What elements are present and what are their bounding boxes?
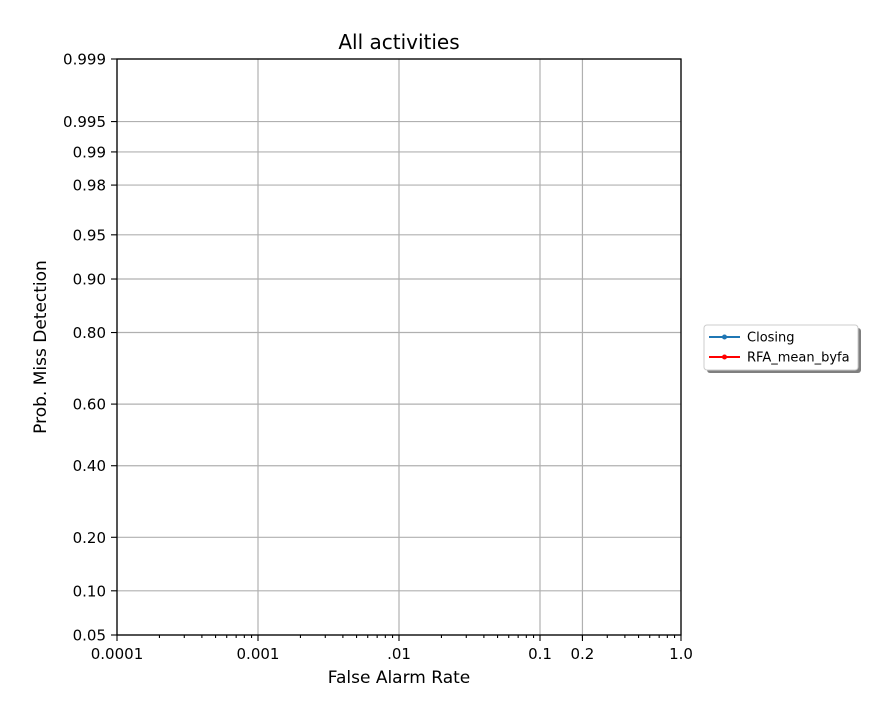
y-tick-label: 0.99 — [73, 143, 106, 161]
y-tick-label: 0.10 — [73, 582, 106, 600]
tick-layer: 0.0001 0.001 .01 0.1 0.2 1.0 0.05 0.10 0.20 0.40 0… — [63, 51, 693, 664]
legend-label: Closing — [747, 331, 795, 346]
y-tick-label: 0.98 — [73, 177, 106, 195]
y-tick-label: 0.05 — [73, 627, 106, 645]
x-tick-label: 0.2 — [571, 645, 595, 663]
x-tick-label: 0.1 — [528, 645, 552, 663]
y-axis-label: Prob. Miss Detection — [31, 260, 51, 434]
y-tick-label: 0.995 — [63, 113, 106, 131]
x-tick-label: 0.001 — [237, 645, 280, 663]
legend-label: RFA_mean_byfa — [747, 351, 850, 366]
y-tick-label: 0.40 — [73, 457, 106, 475]
y-tick-label: 0.999 — [63, 51, 106, 69]
legend-marker — [722, 354, 727, 360]
grid-layer — [116, 58, 682, 636]
y-tick-label: 0.95 — [73, 226, 106, 244]
x-tick-label: 1.0 — [669, 645, 693, 663]
y-tick-label: 0.60 — [73, 396, 106, 414]
chart-title: All activities — [338, 30, 459, 54]
x-tick-label: .01 — [387, 645, 411, 663]
legend: Closing RFA_mean_byfa — [703, 324, 861, 373]
legend-box — [703, 324, 859, 371]
y-tick-label: 0.20 — [73, 529, 106, 547]
x-axis-label: False Alarm Rate — [328, 668, 470, 688]
y-tick-label: 0.80 — [73, 324, 106, 342]
x-tick-label: 0.0001 — [91, 645, 144, 663]
y-tick-label: 0.90 — [73, 271, 106, 289]
legend-marker — [722, 334, 727, 340]
